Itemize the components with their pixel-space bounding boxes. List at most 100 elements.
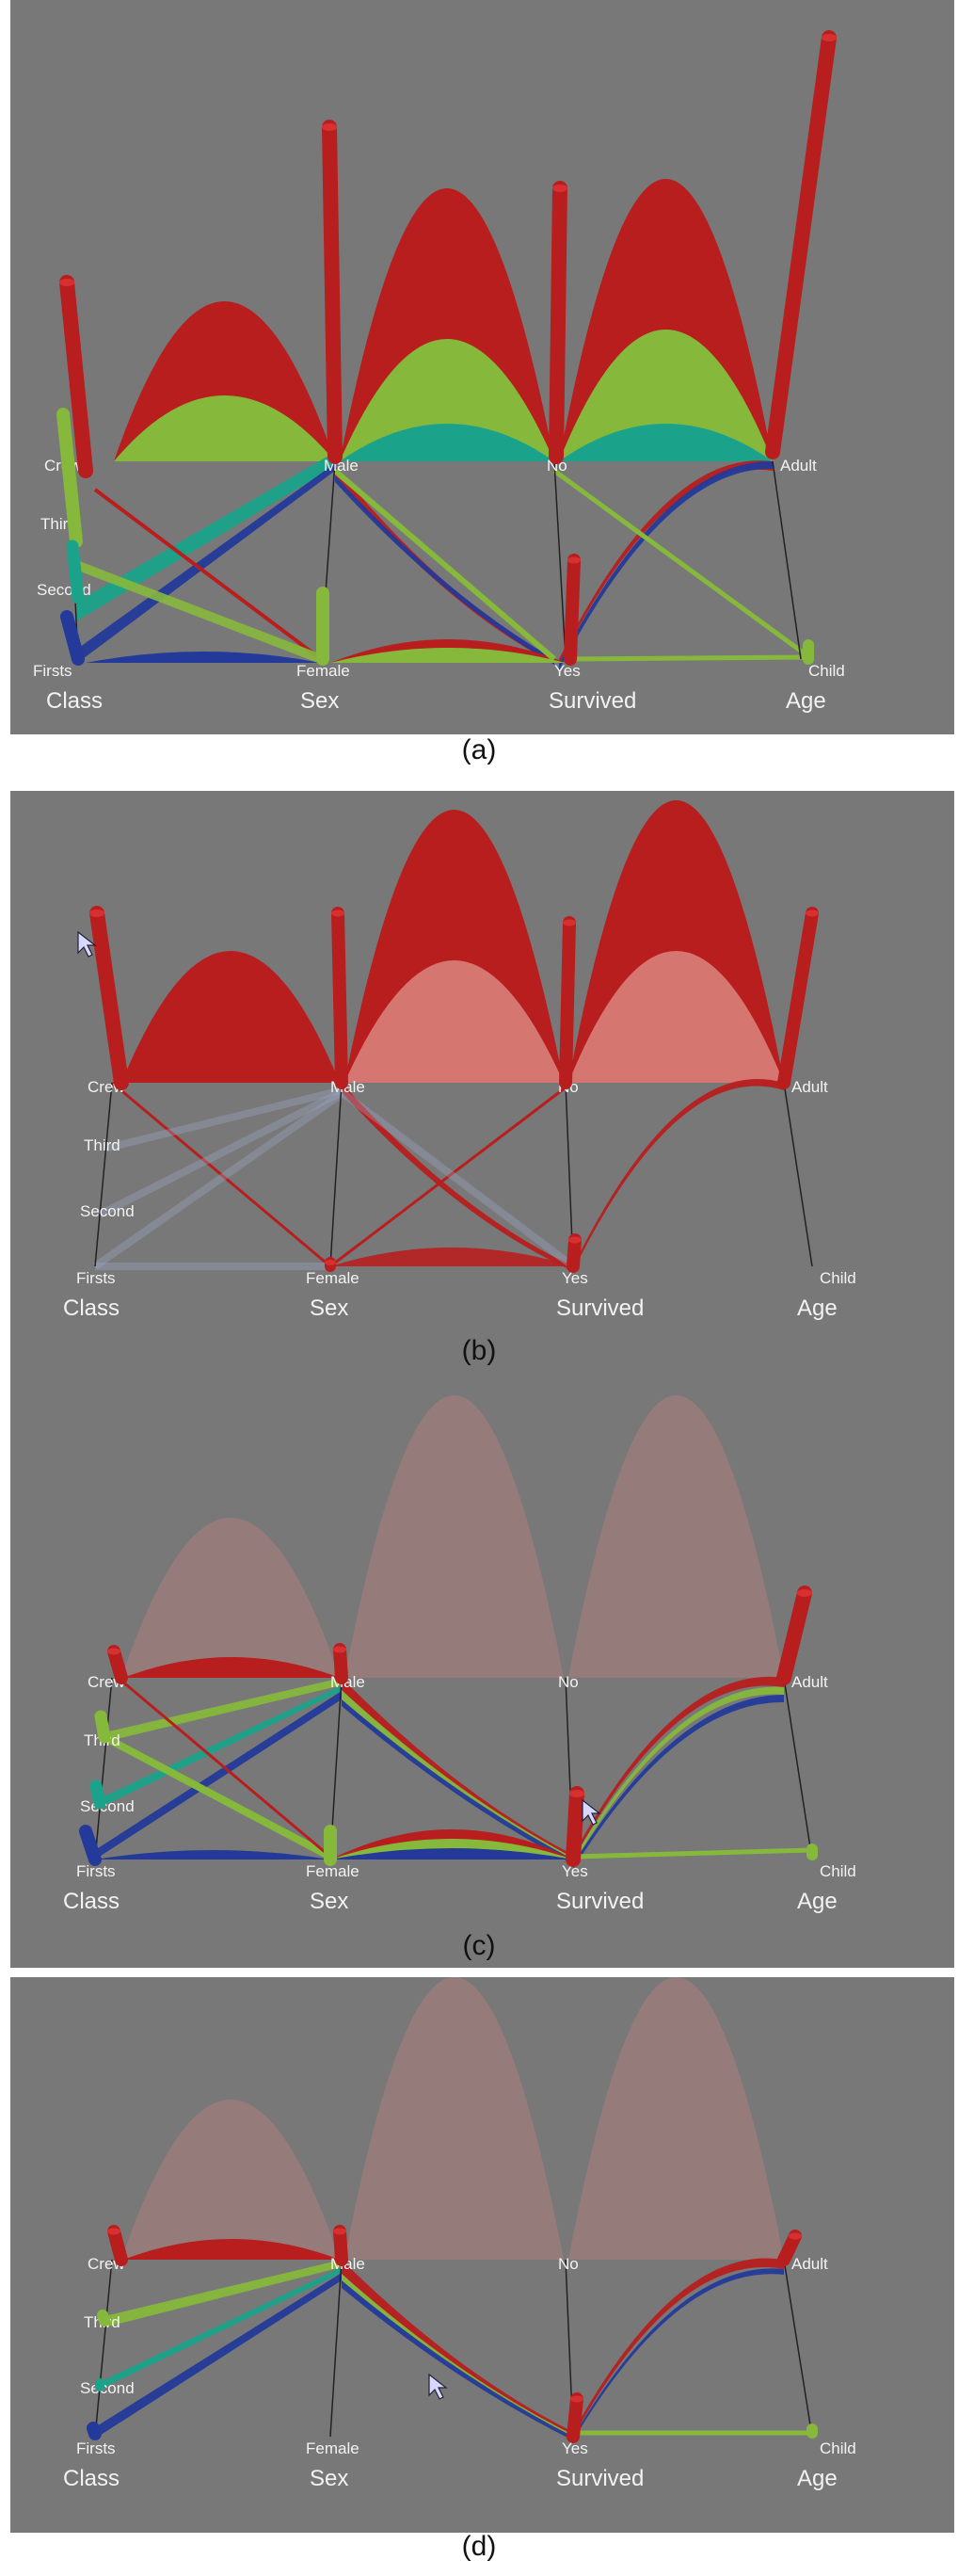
ribbon-crew-female: [120, 1679, 331, 1859]
bar-crew: [59, 275, 93, 478]
bar-firsts-cap: [87, 2424, 100, 2432]
bar-adult-cap: [822, 34, 837, 41]
bar-adult-cap: [797, 1589, 812, 1597]
bar-child-cap: [803, 642, 814, 648]
bar-second-cap: [89, 1782, 103, 1790]
category-label-second: Second: [80, 1202, 135, 1220]
arch-faded-class-sex: [121, 2100, 340, 2260]
bar-adult: [765, 30, 837, 459]
ribbon-crew-female: [93, 488, 323, 661]
arch-first-female: [86, 652, 321, 663]
bar-no: [559, 916, 576, 1089]
axis-title-sex: Sex: [310, 1889, 348, 1914]
bar-no-cap: [552, 185, 567, 192]
bar-no-cap: [563, 919, 576, 926]
arch-faded-survived-age: [568, 951, 784, 1083]
ribbon-third-male: [104, 2260, 342, 2327]
arch-faded-class-sex: [121, 1518, 340, 1678]
ribbon-yes-child: [565, 654, 811, 662]
bar-third: [56, 408, 83, 548]
panel-a: CrewThirdSecondFirstsMaleFemaleNoYesAdul…: [0, 0, 958, 791]
ribbons-c: [95, 1395, 813, 1869]
arch-crew-class-sex: [123, 1657, 340, 1678]
bar-crew-cap: [107, 2228, 120, 2235]
bar-adult: [776, 1586, 812, 1685]
arch-first-female: [95, 1850, 330, 1860]
ribbon-third-female: [103, 1733, 332, 1860]
arch-faded-survived-age: [568, 1977, 784, 2260]
bar-adult-cap: [789, 2232, 802, 2240]
category-label-second: Second: [80, 1797, 135, 1815]
arch-third-survived-age: [559, 330, 773, 461]
bar-male: [333, 1643, 348, 1684]
bar-no: [549, 181, 567, 464]
bar-male: [333, 2225, 348, 2266]
bar-yes: [566, 1786, 584, 1867]
ribbon-no-child: [552, 468, 807, 657]
bar-adult: [777, 2230, 802, 2266]
axis-line-sex: [329, 2259, 343, 2438]
category-label-yes: Yes: [554, 662, 581, 680]
bar-yes: [567, 1233, 582, 1273]
ribbon-faded-0: [104, 1087, 343, 1152]
axis-line-age: [783, 2259, 813, 2438]
bars-b: [89, 906, 819, 1273]
bar-adult-cap: [806, 910, 819, 917]
category-label-firsts: Firsts: [33, 662, 72, 680]
axis-title-class: Class: [46, 688, 103, 714]
bar-male: [331, 907, 348, 1089]
caption-a: (a): [461, 734, 497, 765]
axis-title-class: Class: [63, 1296, 120, 1321]
arch-female-yes-third: [330, 648, 566, 663]
axis-title-class: Class: [63, 2466, 120, 2491]
caption-b: (b): [461, 1335, 497, 1366]
bar-yes: [567, 2392, 583, 2443]
bar-third-cap: [56, 411, 70, 418]
category-label-adult: Adult: [791, 1673, 828, 1691]
panel-c: CrewThirdSecondFirstsMaleFemaleNoYesAdul…: [0, 1375, 958, 1977]
category-label-yes: Yes: [562, 1269, 588, 1287]
panel-b: CrewThirdSecondFirstsMaleFemaleNoYesAdul…: [0, 791, 958, 1384]
panel-d: CrewThirdSecondFirstsMaleFemaleNoYesAdul…: [0, 1977, 958, 2576]
category-label-second: Second: [80, 2379, 135, 2397]
bar-adult: [777, 907, 819, 1089]
category-label-firsts: Firsts: [76, 1862, 116, 1880]
bar-child-cap: [806, 2426, 818, 2432]
axis-title-survived: Survived: [556, 2466, 644, 2491]
bar-firsts: [60, 610, 85, 666]
arch-third-sex-survived: [340, 339, 554, 461]
arch-second-sex-survived: [340, 424, 554, 461]
axis-title-survived: Survived: [549, 688, 636, 714]
axis-line-age: [772, 460, 802, 660]
caption-c: (c): [462, 1930, 496, 1961]
parallel-sets-view-b: CrewThirdSecondFirstsMaleFemaleNoYesAdul…: [10, 791, 954, 1384]
bar-second-cap: [66, 542, 79, 550]
bar-female-cap: [324, 1827, 337, 1835]
ribbons-d: [95, 1977, 812, 2440]
axis-line-age: [783, 1082, 813, 1267]
ribbon-third-male: [104, 1678, 342, 1742]
category-label-adult: Adult: [791, 1078, 828, 1096]
ribbon-faded-1: [98, 1088, 343, 1218]
bar-firsts: [79, 1825, 102, 1866]
bar-second-cap: [95, 2380, 104, 2386]
ribbon-crew-female: [111, 1081, 331, 1268]
category-label-child: Child: [820, 1269, 856, 1287]
ribbon-male-yes-third: [333, 468, 556, 662]
axis-title-age: Age: [786, 688, 826, 714]
bar-third-cap: [97, 2312, 108, 2318]
arch-faded-sex-survived: [344, 1977, 564, 2260]
ribbon-faded-4: [339, 1088, 576, 1270]
bar-yes-cap: [570, 2395, 583, 2403]
bar-crew: [89, 906, 129, 1090]
bar-male-cap: [322, 123, 337, 131]
bar-female-cap: [325, 1260, 336, 1265]
bar-crew: [107, 1645, 128, 1684]
axis-title-class: Class: [63, 1889, 120, 1914]
bar-female-cap: [316, 589, 329, 597]
arch-female-yes-crew: [330, 1248, 573, 1266]
ribbon-second-male: [76, 452, 335, 621]
ribbons-b: [92, 800, 784, 1271]
bar-yes: [564, 554, 581, 666]
arch-female-yes-first: [330, 1848, 573, 1860]
